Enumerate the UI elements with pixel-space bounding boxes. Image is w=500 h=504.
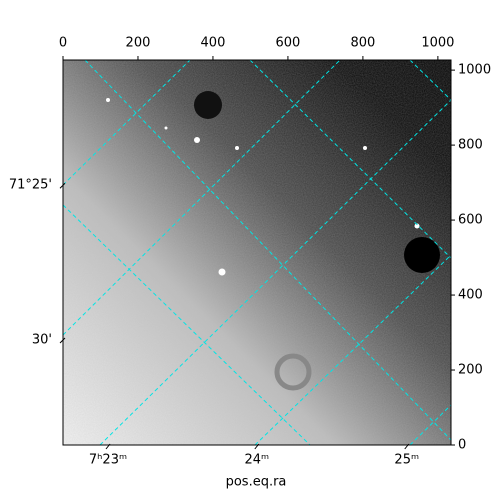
dec-tick-label: 71°25' <box>9 178 52 193</box>
y-tick-label: 800 <box>458 138 483 153</box>
x-tick-label: 1000 <box>421 36 454 51</box>
ra-tick <box>105 443 111 450</box>
y-tick-label: 0 <box>458 438 466 453</box>
ra-tick-label: 24ᵐ <box>244 453 269 468</box>
ra-tick-label: 25ᵐ <box>394 453 419 468</box>
y-tick-label: 600 <box>458 213 483 228</box>
x-tick-label: 0 <box>59 36 67 51</box>
ra-tick-label: 7ʰ23ᵐ <box>89 453 127 468</box>
dec-tick <box>59 337 66 344</box>
ra-tick <box>254 443 260 450</box>
y-tick-label: 200 <box>458 363 483 378</box>
dec-tick-label: 30' <box>32 333 52 348</box>
ra-tick <box>404 443 410 450</box>
axes-frame <box>62 59 452 446</box>
x-axis-label: pos.eq.ra <box>226 475 287 490</box>
y-tick-label: 400 <box>458 288 483 303</box>
x-tick-label: 400 <box>201 36 226 51</box>
dec-tick <box>59 182 66 189</box>
sky-image <box>63 60 451 445</box>
x-tick-label: 200 <box>126 36 151 51</box>
x-tick-label: 800 <box>350 36 375 51</box>
y-tick-label: 1000 <box>458 63 491 78</box>
x-tick-label: 600 <box>276 36 301 51</box>
